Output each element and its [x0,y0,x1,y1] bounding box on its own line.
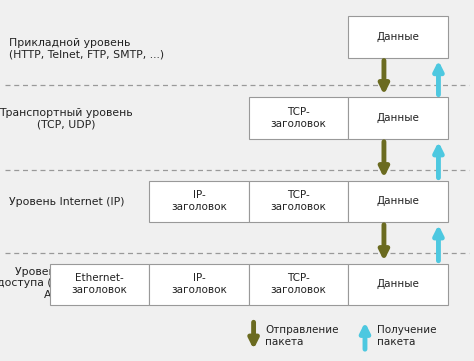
Bar [348,180,448,222]
Bar [348,97,448,139]
Text: IP-
заголовок: IP- заголовок [171,190,227,213]
Text: TCP-
заголовок: TCP- заголовок [271,107,327,130]
Text: Данные: Данные [377,32,419,42]
Text: Данные: Данные [377,279,419,289]
Bar [249,180,348,222]
Text: Отправление
пакета: Отправление пакета [265,325,339,347]
Bar [348,264,448,305]
Text: Данные: Данные [377,196,419,206]
Text: Уровень Internet (IP): Уровень Internet (IP) [9,197,125,207]
Text: TCP-
заголовок: TCP- заголовок [271,190,327,213]
Text: Ethernet-
заголовок: Ethernet- заголовок [72,273,128,296]
Text: IP-
заголовок: IP- заголовок [171,273,227,296]
Bar [348,16,448,58]
Text: Прикладной уровень
(HTTP, Telnet, FTP, SMTP, ...): Прикладной уровень (HTTP, Telnet, FTP, S… [9,38,164,60]
Text: TCP-
заголовок: TCP- заголовок [271,273,327,296]
Bar [249,97,348,139]
Bar [149,180,249,222]
Bar [50,264,149,305]
Text: Получение
пакета: Получение пакета [377,325,437,347]
Bar [249,264,348,305]
Text: Транспортный уровень
(TCP, UDP): Транспортный уровень (TCP, UDP) [0,108,133,130]
Bar [149,264,249,305]
Text: Данные: Данные [377,113,419,123]
Text: Уровень сетевого
доступа (Ethernet, FDDI,
ATM, ...): Уровень сетевого доступа (Ethernet, FDDI… [0,267,136,300]
